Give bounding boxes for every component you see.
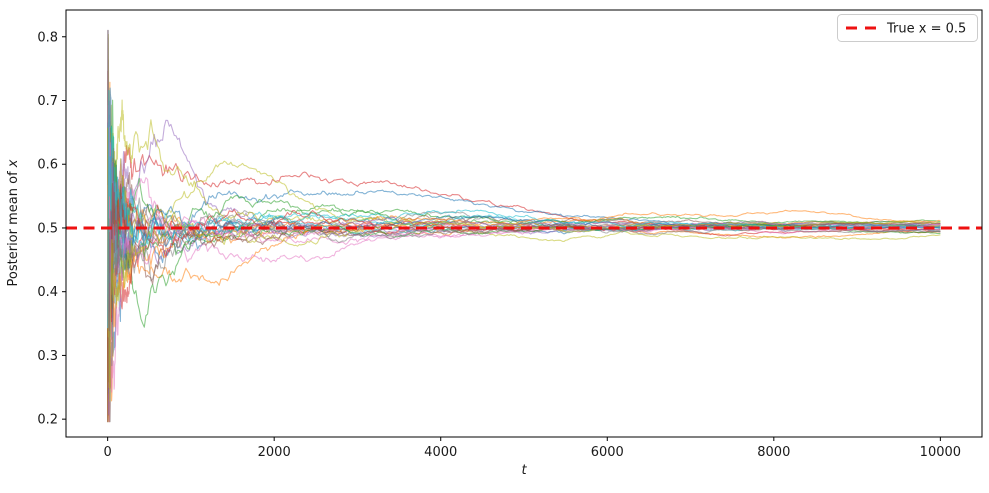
trajectory-lines — [107, 29, 941, 423]
y-axis-label: Posterior mean of x — [6, 159, 21, 286]
legend-label: True x = 0.5 — [886, 22, 966, 37]
y-tick-label: 0.3 — [37, 349, 58, 364]
y-tick-label: 0.6 — [37, 158, 58, 173]
x-axis-label: t — [521, 463, 527, 478]
y-axis-label-variable: x — [6, 159, 21, 168]
y-tick-label: 0.4 — [37, 285, 58, 300]
y-axis-ticks: 0.2 0.3 0.4 0.5 0.6 0.7 0.8 — [37, 30, 66, 428]
x-tick-label: 4000 — [424, 445, 457, 460]
trajectory-30 — [107, 90, 941, 329]
y-tick-label: 0.2 — [37, 413, 58, 428]
axes-frame — [65, 9, 983, 438]
x-axis-ticks: 0 2000 4000 6000 8000 10000 — [103, 437, 961, 460]
x-tick-label: 10000 — [920, 445, 961, 460]
legend-box — [837, 14, 978, 42]
trajectory-28 — [107, 29, 941, 423]
x-tick-label: 0 — [103, 445, 111, 460]
y-tick-label: 0.5 — [37, 221, 58, 236]
y-tick-label: 0.8 — [37, 30, 58, 45]
y-axis-label-prefix: Posterior mean of — [6, 167, 21, 286]
x-tick-label: 2000 — [258, 445, 291, 460]
x-tick-label: 8000 — [757, 445, 790, 460]
legend: True x = 0.5 — [837, 14, 978, 42]
x-tick-label: 6000 — [591, 445, 624, 460]
y-tick-label: 0.7 — [37, 94, 58, 109]
trajectory-29 — [107, 127, 941, 402]
